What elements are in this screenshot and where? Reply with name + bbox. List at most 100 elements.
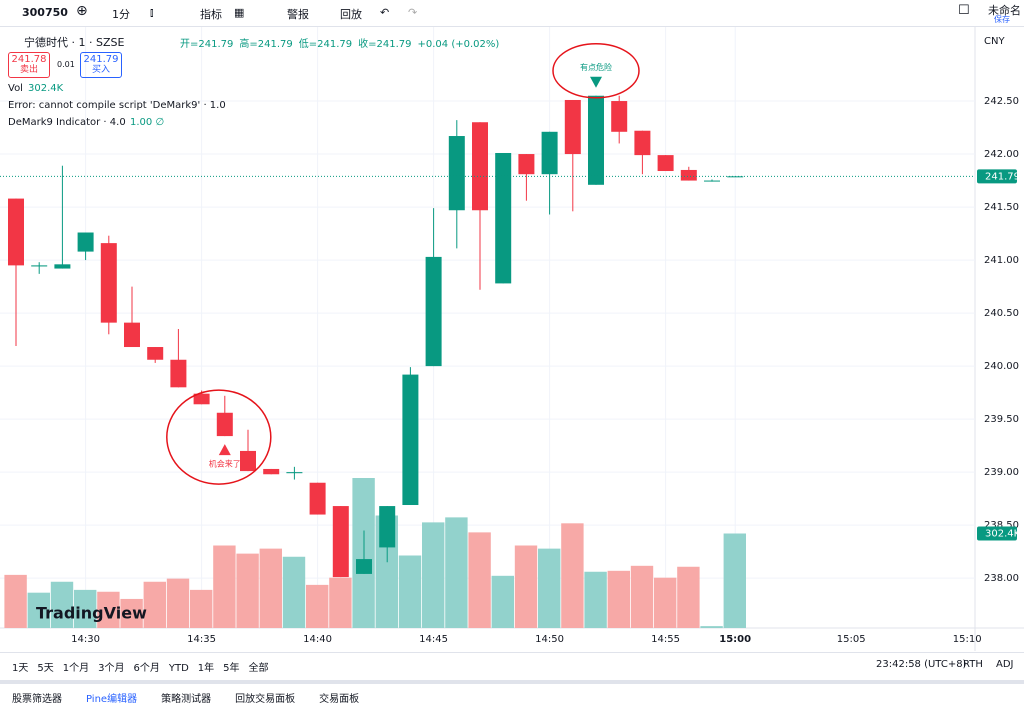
volume-bar	[607, 570, 630, 628]
indicator-value: 1.00 ∅	[130, 117, 165, 128]
range-button[interactable]: 全部	[248, 663, 269, 674]
range-buttons: 1天 5天 1个月 3个月 6个月 YTD 1年 5年 全部	[12, 659, 278, 674]
candle-body	[611, 101, 628, 132]
candle-body	[425, 256, 442, 367]
session[interactable]: RTH	[963, 659, 983, 670]
candle-body	[356, 559, 372, 574]
volume-bar	[630, 565, 654, 628]
volume-bar	[398, 555, 422, 628]
spread: 0.01	[57, 60, 75, 69]
footer-tab[interactable]: Pine编辑器	[86, 694, 138, 705]
volume-bar	[74, 589, 97, 628]
buy-button[interactable]: 241.79 买入	[80, 52, 122, 78]
candle-body	[309, 482, 326, 515]
adjust[interactable]: ADJ	[996, 659, 1014, 670]
candle-body	[402, 374, 419, 506]
save[interactable]: 保存	[994, 15, 1010, 24]
last-price-label: 241.79	[985, 171, 1020, 182]
range-button[interactable]: YTD	[168, 663, 189, 674]
volume-bar	[97, 591, 120, 628]
bottom-bar: 1天 5天 1个月 3个月 6个月 YTD 1年 5年 全部 23:42:58 (UTC+8) …	[0, 652, 1024, 677]
volume-bar	[236, 553, 259, 628]
range-button[interactable]: 1年	[197, 663, 215, 674]
watermark: TradingView	[36, 604, 147, 623]
alert[interactable]: 警报	[287, 8, 309, 21]
indicator-name: DeMark9 Indicator · 4.0	[8, 117, 126, 128]
candle-body	[704, 180, 720, 182]
interval[interactable]: 1分	[112, 8, 130, 21]
redo[interactable]: ↷	[408, 6, 418, 19]
candle-body	[263, 468, 280, 475]
candle-body	[634, 130, 651, 156]
replay[interactable]: 回放	[340, 8, 362, 21]
layout-icon[interactable]: ☐	[958, 3, 970, 18]
sell-price: 241.78	[11, 54, 47, 65]
legend-ohlc: 开=241.79 高=241.79 低=241.79 收=241.79 +0.04 (+…	[180, 35, 505, 50]
candle-body	[31, 265, 48, 267]
volume-bar	[213, 545, 236, 628]
range-button[interactable]: 6个月	[133, 663, 160, 674]
layout-name[interactable]: 未命名	[988, 4, 1021, 17]
x-tick-label: 15:10	[953, 634, 982, 645]
chart-type[interactable]: ⫾	[150, 6, 154, 19]
volume-tag	[977, 526, 1017, 541]
y-tick-label: 240.00	[984, 361, 1019, 372]
volume-bar	[4, 574, 27, 628]
candle-body	[379, 506, 396, 548]
undo[interactable]: ↶	[380, 6, 390, 19]
layouts[interactable]: ▦	[234, 6, 245, 19]
legend-title: 宁德时代 · 1 · SZSE	[24, 36, 125, 49]
vol-value: 302.4K	[28, 83, 64, 94]
footer-tab[interactable]: 股票筛选器	[12, 694, 62, 705]
error-message: Error: cannot compile script 'DeMark9' ·…	[8, 100, 226, 111]
volume-bar	[468, 532, 491, 628]
x-tick-label: 15:05	[837, 634, 866, 645]
volume-label: 302.4K	[985, 529, 1021, 540]
volume-bar	[120, 598, 143, 628]
clock: 23:42:58 (UTC+8)	[876, 659, 967, 670]
y-tick-label: 242.00	[984, 149, 1019, 160]
candle-body	[657, 155, 674, 172]
y-tick-label: 238.00	[984, 573, 1019, 584]
y-tick-label: 239.00	[984, 467, 1019, 478]
range-button[interactable]: 1天	[12, 663, 29, 674]
candle-body	[680, 169, 697, 181]
candle-body	[54, 264, 71, 269]
footer-tab[interactable]: 策略测试器	[161, 694, 212, 705]
buy-signal	[218, 444, 231, 456]
volume-bar	[561, 523, 584, 628]
candle-body	[286, 472, 303, 474]
range-button[interactable]: 5天	[37, 663, 54, 674]
ohlc-item: +0.04 (+0.02%)	[417, 39, 500, 50]
volume-bar	[50, 581, 74, 628]
range-button[interactable]: 5年	[223, 663, 240, 674]
volume-bar	[538, 548, 561, 628]
volume-bar	[654, 577, 677, 628]
indicators[interactable]: 指标	[200, 8, 222, 21]
sell-button[interactable]: 241.78 卖出	[8, 52, 50, 78]
y-tick-label: 241.00	[984, 255, 1019, 266]
candle-body	[100, 243, 117, 323]
x-tick-label: 14:30	[71, 634, 100, 645]
x-tick-label: 14:55	[651, 634, 680, 645]
y-tick-label: 239.50	[984, 414, 1019, 425]
candle-body	[448, 136, 465, 211]
chart: CNY 238.00 238.50 239.00 239.50 240.00 240.50 2…	[0, 27, 1024, 651]
symbol[interactable]: 300750	[22, 6, 68, 19]
range-button[interactable]: 1个月	[62, 663, 90, 674]
sell-signal	[590, 76, 602, 88]
footer-tab[interactable]: 交易面板	[319, 694, 360, 705]
add-symbol[interactable]: ⊕	[76, 3, 88, 19]
y-tick-label: 238.50	[984, 520, 1019, 531]
y-tick-label: 241.50	[984, 202, 1019, 213]
footer-tab[interactable]: 回放交易面板	[235, 694, 296, 705]
x-tick-label: 14:40	[303, 634, 332, 645]
footer: 股票筛选器 Pine编辑器 策略测试器 回放交易面板 交易面板	[0, 680, 1024, 713]
range-button[interactable]: 3个月	[98, 663, 125, 674]
annotation-text: 有点危险	[580, 62, 612, 72]
volume-bar	[27, 592, 50, 628]
y-tick-label: 242.50	[984, 96, 1019, 107]
footer-tabs: 股票筛选器 Pine编辑器 策略测试器 回放交易面板 交易面板	[12, 690, 383, 705]
volume-bar	[723, 533, 746, 628]
